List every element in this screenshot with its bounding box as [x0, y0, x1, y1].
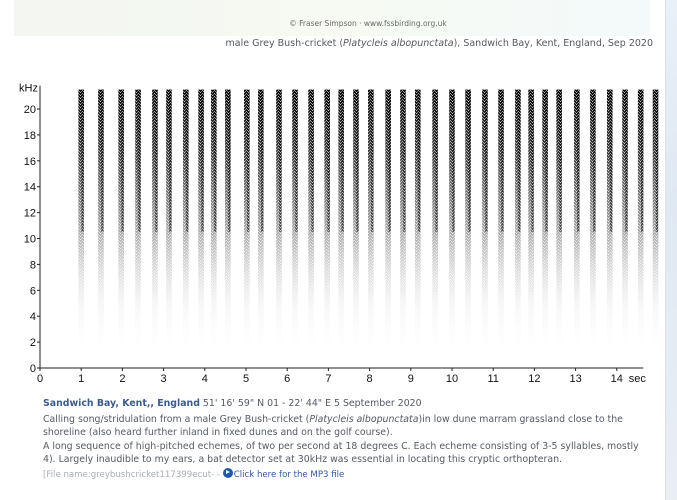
- caption-prefix: male Grey Bush-cricket (: [225, 38, 344, 49]
- copyright-credit: © Fraser Simpson · www.fssbirding.org.uk: [289, 19, 447, 28]
- desc1-suffix: )in low dune marram grassland close to t…: [43, 413, 623, 439]
- x-tick-label: 11: [487, 373, 498, 385]
- recording-caption: male Grey Bush-cricket (Platycleis albop…: [226, 38, 653, 49]
- echeme-band: [166, 89, 172, 349]
- y-tick-label: 2: [30, 337, 36, 349]
- header-banner: © Fraser Simpson · www.fssbirding.org.uk: [14, 0, 650, 36]
- location-name: Sandwich Bay, Kent,, England: [43, 398, 200, 409]
- recording-info: Sandwich Bay, Kent,, England 51' 16' 59"…: [43, 397, 653, 482]
- y-tick-label: 8: [30, 259, 36, 271]
- y-axis-unit: kHz: [19, 83, 38, 95]
- y-tick-label: 14: [24, 182, 36, 194]
- echeme-band: [515, 89, 521, 349]
- x-tick-label: 10: [446, 373, 458, 385]
- echeme-band: [183, 89, 189, 349]
- echeme-band: [556, 89, 562, 349]
- echeme-band: [449, 89, 455, 349]
- echeme-band: [308, 89, 314, 349]
- caption-species: Platycleis albopunctata: [343, 38, 454, 49]
- desc1-species: Platycleis albopunctata: [309, 413, 419, 425]
- echeme-band: [400, 89, 406, 349]
- echeme-band: [225, 89, 231, 349]
- echeme-band: [244, 89, 250, 349]
- description-1: Calling song/stridulation from a male Gr…: [43, 413, 653, 440]
- x-tick-label: 12: [528, 373, 540, 385]
- spectrogram-chart: 0 2 4 6 8 10 12 14 16 18 20 kHz 0 1 2 3 4 5 6 7 8 9 10 11 12 13 14…: [0, 80, 665, 390]
- file-name-label: [File name:greybushcricket117399ecut- -: [43, 469, 223, 480]
- y-tick-label: 4: [30, 311, 36, 323]
- echeme-band: [637, 89, 644, 349]
- echeme-band: [465, 89, 471, 349]
- echeme-band: [606, 89, 613, 349]
- x-tick-label: 0: [37, 373, 43, 385]
- x-tick-label: 14: [611, 373, 623, 385]
- echeme-band: [368, 89, 374, 349]
- coords-date: 51' 16' 59" N 01 - 22' 44" E 5 September…: [199, 398, 422, 409]
- echeme-band: [590, 89, 596, 349]
- x-tick-label: 13: [569, 373, 581, 385]
- echeme-band: [338, 89, 344, 349]
- x-tick-label: 7: [325, 373, 331, 385]
- echeme-band: [353, 89, 359, 349]
- y-tick-label: 0: [30, 363, 36, 375]
- echeme-band: [198, 89, 204, 349]
- x-tick-label: 3: [161, 373, 167, 385]
- x-tick-label: 2: [119, 373, 125, 385]
- echeme-band: [652, 89, 659, 349]
- x-axis-unit: sec: [629, 373, 647, 385]
- echeme-band: [78, 89, 84, 349]
- echeme-band: [276, 89, 282, 349]
- echeme-band: [415, 89, 421, 349]
- echeme-band: [482, 89, 488, 349]
- right-panel-edge: [666, 0, 677, 500]
- x-tick-label: 8: [367, 373, 373, 385]
- echeme-band: [152, 89, 158, 349]
- echeme-band: [528, 89, 534, 349]
- x-tick-label: 4: [202, 373, 208, 385]
- y-tick-label: 6: [30, 285, 36, 297]
- echeme-band: [498, 89, 504, 349]
- echeme-band: [622, 89, 628, 349]
- x-tick-label: 9: [408, 373, 414, 385]
- location-line: Sandwich Bay, Kent,, England 51' 16' 59"…: [43, 397, 653, 411]
- echeme-band: [574, 89, 580, 349]
- echeme-band: [292, 89, 298, 349]
- echeme-band: [211, 89, 217, 349]
- file-line: [File name:greybushcricket117399ecut- - …: [43, 467, 653, 483]
- echeme-band: [324, 89, 330, 349]
- echeme-band: [432, 89, 438, 349]
- echeme-band: [98, 89, 104, 349]
- echeme-band: [258, 89, 264, 349]
- echeme-bands: [78, 89, 659, 349]
- description-2: A long sequence of high-pitched echemes,…: [43, 440, 639, 466]
- echeme-band: [118, 89, 124, 349]
- y-tick-label: 10: [24, 234, 36, 246]
- echeme-band: [385, 89, 391, 349]
- y-tick-label: 18: [24, 130, 36, 142]
- desc1-prefix: Calling song/stridulation from a male Gr…: [43, 413, 310, 425]
- caption-suffix: ), Sandwich Bay, Kent, England, Sep 2020: [453, 38, 653, 49]
- y-tick-label: 16: [24, 156, 36, 168]
- x-tick-label: 1: [78, 373, 84, 385]
- y-tick-label: 20: [24, 104, 36, 116]
- x-tick-label: 6: [284, 373, 290, 385]
- play-icon[interactable]: [222, 467, 233, 478]
- echeme-band: [135, 89, 141, 349]
- y-tick-label: 12: [24, 208, 36, 220]
- mp3-link[interactable]: Click here for the MP3 file: [233, 469, 345, 480]
- x-tick-label: 5: [243, 373, 249, 385]
- echeme-band: [542, 89, 548, 349]
